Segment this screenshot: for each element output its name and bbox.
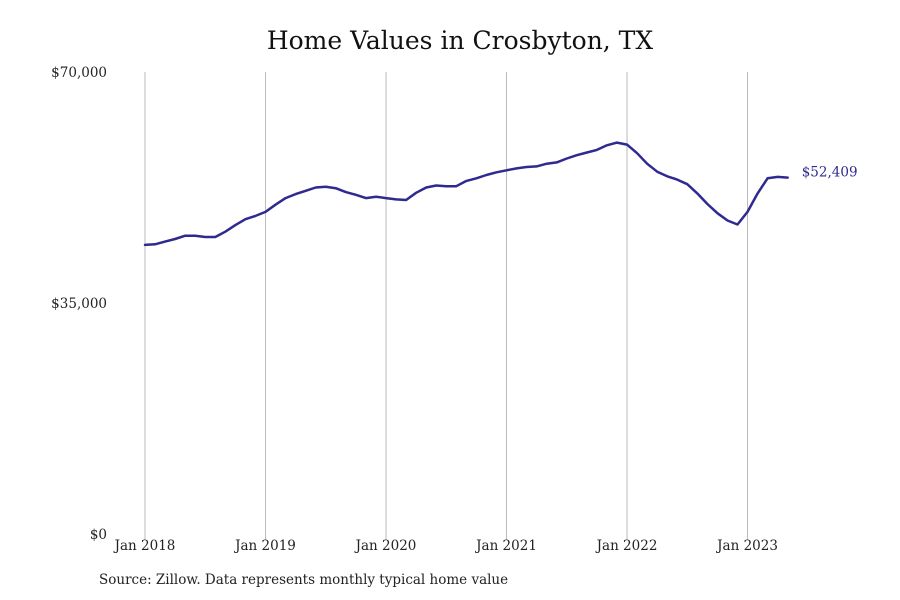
- y-tick-label: $35,000: [51, 296, 107, 312]
- chart-title: Home Values in Crosbyton, TX: [266, 26, 654, 55]
- y-tick-label: $0: [90, 527, 107, 543]
- series-line-0: [143, 141, 789, 247]
- x-tick-label: Jan 2020: [354, 538, 417, 554]
- source-note: Source: Zillow. Data represents monthly …: [99, 572, 509, 588]
- x-tick-label: Jan 2023: [715, 538, 778, 554]
- series-layer: $52,409: [143, 141, 858, 247]
- end-value-label: $52,409: [802, 165, 858, 181]
- x-tick-label: Jan 2021: [474, 538, 537, 554]
- axis-labels: Jan 2018 Jan 2019 Jan 2020 Jan 2021 Jan 2022…: [51, 65, 778, 554]
- grid-lines: [144, 72, 749, 540]
- x-tick-label: Jan 2019: [233, 538, 296, 554]
- x-tick-label: Jan 2018: [113, 538, 176, 554]
- y-tick-label: $70,000: [51, 65, 107, 81]
- x-tick-label: Jan 2022: [595, 538, 658, 554]
